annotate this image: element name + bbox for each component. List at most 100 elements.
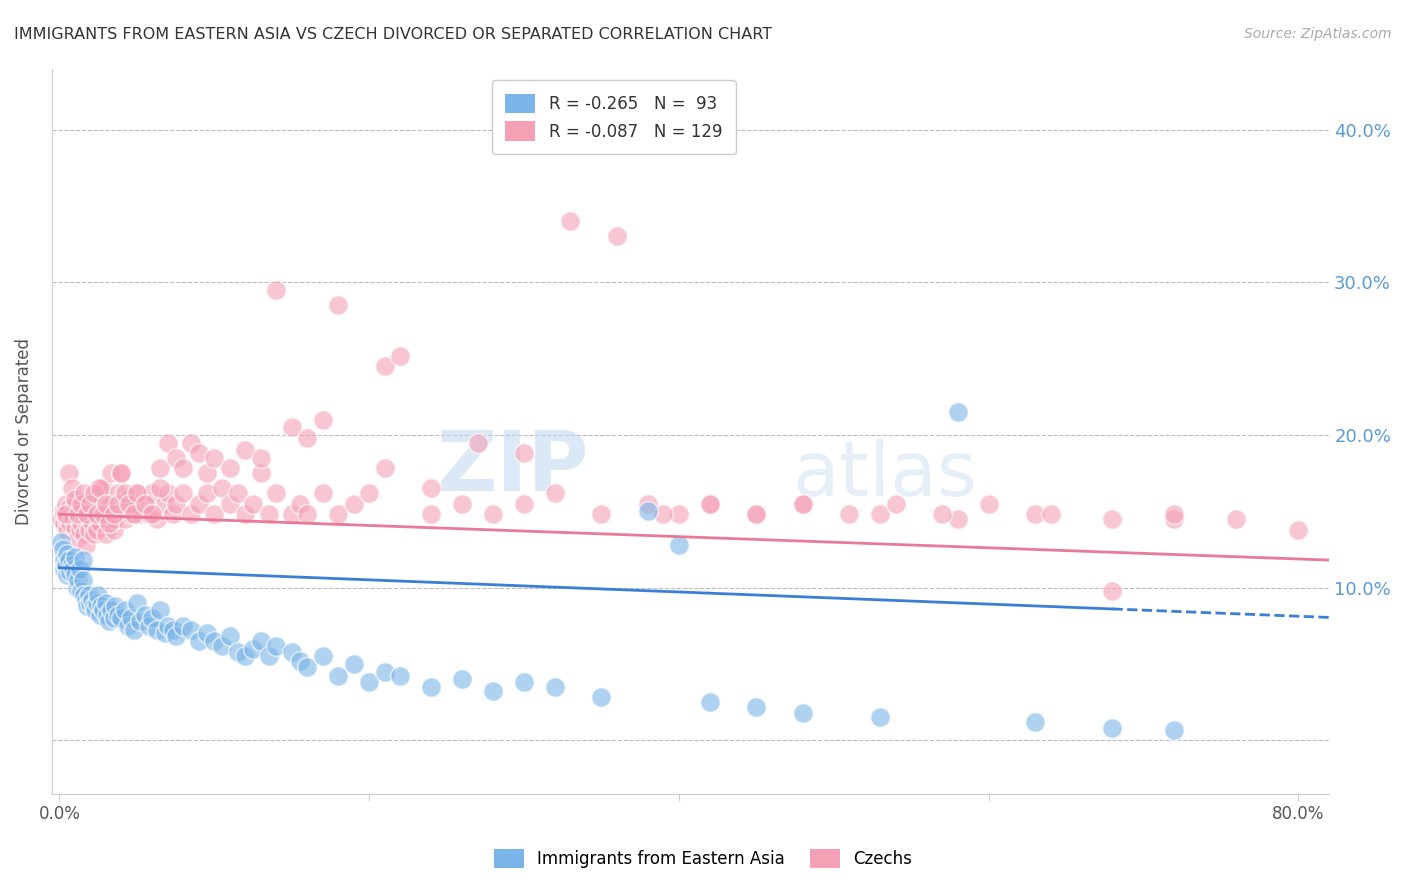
Point xyxy=(195,466,218,480)
Point xyxy=(195,486,218,500)
Point xyxy=(86,523,108,537)
Point xyxy=(129,508,152,522)
Point xyxy=(745,508,768,522)
Point xyxy=(59,516,82,531)
Point xyxy=(52,542,75,557)
Point xyxy=(544,680,567,694)
Legend: R = -0.265   N =  93, R = -0.087   N = 129: R = -0.265 N = 93, R = -0.087 N = 129 xyxy=(492,80,735,154)
Point xyxy=(242,641,264,656)
Point xyxy=(73,527,96,541)
Point xyxy=(125,486,148,500)
Point xyxy=(1163,508,1185,522)
Point xyxy=(297,660,319,674)
Point xyxy=(69,562,91,576)
Point xyxy=(114,512,136,526)
Point xyxy=(125,596,148,610)
Point xyxy=(257,649,280,664)
Point xyxy=(94,497,117,511)
Point xyxy=(560,214,582,228)
Point xyxy=(72,497,94,511)
Point xyxy=(129,614,152,628)
Point xyxy=(149,461,172,475)
Point xyxy=(591,508,613,522)
Point xyxy=(420,481,443,495)
Point xyxy=(165,629,187,643)
Point xyxy=(96,608,118,623)
Point xyxy=(59,566,82,580)
Point xyxy=(328,669,350,683)
Text: atlas: atlas xyxy=(793,438,977,512)
Point xyxy=(73,486,96,500)
Point xyxy=(63,519,86,533)
Point xyxy=(110,466,132,480)
Point xyxy=(869,710,891,724)
Point xyxy=(114,486,136,500)
Point xyxy=(165,450,187,465)
Point xyxy=(328,298,350,312)
Point xyxy=(359,675,381,690)
Point xyxy=(120,611,142,625)
Point xyxy=(374,359,396,374)
Point xyxy=(374,461,396,475)
Point xyxy=(141,508,163,522)
Point xyxy=(79,512,101,526)
Point xyxy=(76,508,98,522)
Point xyxy=(652,508,675,522)
Point xyxy=(180,435,202,450)
Point xyxy=(745,508,768,522)
Point xyxy=(668,538,690,552)
Point xyxy=(96,512,118,526)
Point xyxy=(134,497,156,511)
Point xyxy=(60,558,83,572)
Point xyxy=(77,523,100,537)
Point xyxy=(1163,512,1185,526)
Point xyxy=(1101,583,1123,598)
Point xyxy=(63,491,86,506)
Point xyxy=(79,497,101,511)
Point xyxy=(89,481,111,495)
Point xyxy=(63,497,86,511)
Point xyxy=(202,450,225,465)
Point xyxy=(467,435,489,450)
Point xyxy=(312,486,335,500)
Point xyxy=(211,639,233,653)
Point xyxy=(884,497,907,511)
Point xyxy=(84,603,107,617)
Legend: Immigrants from Eastern Asia, Czechs: Immigrants from Eastern Asia, Czechs xyxy=(488,842,918,875)
Point xyxy=(122,624,145,638)
Point xyxy=(86,596,108,610)
Point xyxy=(637,497,659,511)
Point xyxy=(288,497,311,511)
Point xyxy=(451,497,474,511)
Point xyxy=(281,645,304,659)
Point xyxy=(53,516,76,531)
Point xyxy=(146,624,169,638)
Point xyxy=(65,581,87,595)
Point xyxy=(389,349,412,363)
Point xyxy=(70,516,93,531)
Point xyxy=(53,553,76,567)
Point xyxy=(312,649,335,664)
Point xyxy=(58,466,80,480)
Point xyxy=(110,466,132,480)
Point xyxy=(117,491,139,506)
Point xyxy=(838,508,860,522)
Point xyxy=(138,619,160,633)
Point xyxy=(107,608,129,623)
Point xyxy=(513,446,536,460)
Point xyxy=(931,508,953,522)
Point xyxy=(62,512,84,526)
Point xyxy=(257,508,280,522)
Point xyxy=(226,645,249,659)
Point xyxy=(98,516,121,531)
Point xyxy=(98,497,121,511)
Point xyxy=(134,497,156,511)
Point xyxy=(72,573,94,587)
Point xyxy=(266,486,288,500)
Point xyxy=(869,508,891,522)
Point xyxy=(359,486,381,500)
Point xyxy=(122,508,145,522)
Point xyxy=(134,608,156,623)
Point xyxy=(420,508,443,522)
Point xyxy=(1024,508,1046,522)
